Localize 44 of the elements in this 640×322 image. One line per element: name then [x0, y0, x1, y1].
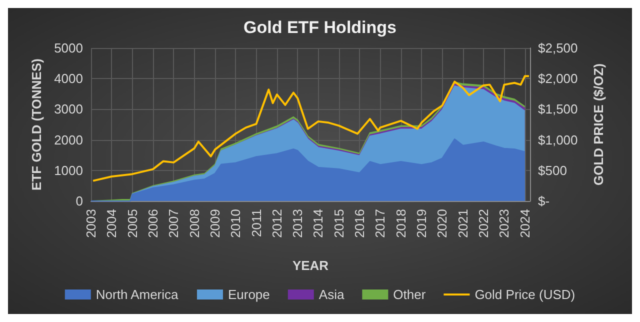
x-tick-label: 2009 [207, 209, 222, 238]
y2-axis-title: GOLD PRICE ($/OZ) [591, 63, 606, 186]
x-tick-label: 2014 [310, 209, 326, 238]
x-tick-label: 2019 [414, 209, 430, 238]
legend-label: North America [96, 287, 180, 302]
y-tick-label: 4000 [54, 71, 83, 86]
y-tick-label: 0 [76, 194, 83, 208]
x-tick-label: 2023 [496, 209, 512, 238]
legend-label: Asia [318, 287, 345, 302]
legend-label: Gold Price (USD) [474, 287, 576, 302]
x-tick-label: 2021 [455, 209, 470, 238]
x-tick-label: 2016 [352, 209, 368, 238]
line-series [92, 75, 530, 182]
x-tick-label: 2012 [269, 209, 284, 238]
x-tick-label: 2018 [393, 209, 408, 238]
y-tick-label: 2000 [54, 132, 83, 148]
y-axis-title: ETF GOLD (TONNES) [29, 58, 44, 190]
x-tick-label: 2007 [166, 209, 182, 238]
x-tick-label: 2015 [331, 209, 346, 238]
y2-tick-label: $1,000 [538, 132, 578, 148]
x-tick-label: 2011 [248, 209, 264, 237]
x-axis-title: YEAR [292, 258, 330, 273]
x-tick-label: 2017 [372, 209, 388, 238]
legend-label: Europe [228, 287, 270, 302]
x-tick-label: 2005 [124, 209, 140, 238]
x-tick-label: 2003 [84, 209, 98, 238]
y-tick-label: 1000 [54, 162, 83, 178]
y2-tick-label: $2,000 [538, 71, 578, 86]
y2-tick-label: $- [538, 194, 550, 208]
x-tick-label: 2010 [228, 209, 244, 238]
y2-tick-label: $500 [538, 162, 567, 178]
x-tick-label: 2022 [476, 209, 492, 238]
y-tick-label: 3000 [54, 102, 83, 117]
x-tick-label: 2004 [104, 209, 120, 238]
x-tick-label: 2013 [290, 209, 306, 238]
legend-label: Other [393, 287, 426, 302]
chart-title: Gold ETF Holdings [244, 18, 396, 37]
x-tick-label: 2006 [145, 209, 160, 238]
x-tick-label: 2020 [434, 209, 450, 238]
x-tick-label: 2008 [186, 209, 202, 238]
y2-tick-label: $2,500 [538, 40, 578, 56]
y2-tick-label: $1,500 [538, 102, 578, 117]
y-tick-label: 5000 [54, 40, 83, 56]
x-tick-label: 2024 [517, 209, 532, 238]
